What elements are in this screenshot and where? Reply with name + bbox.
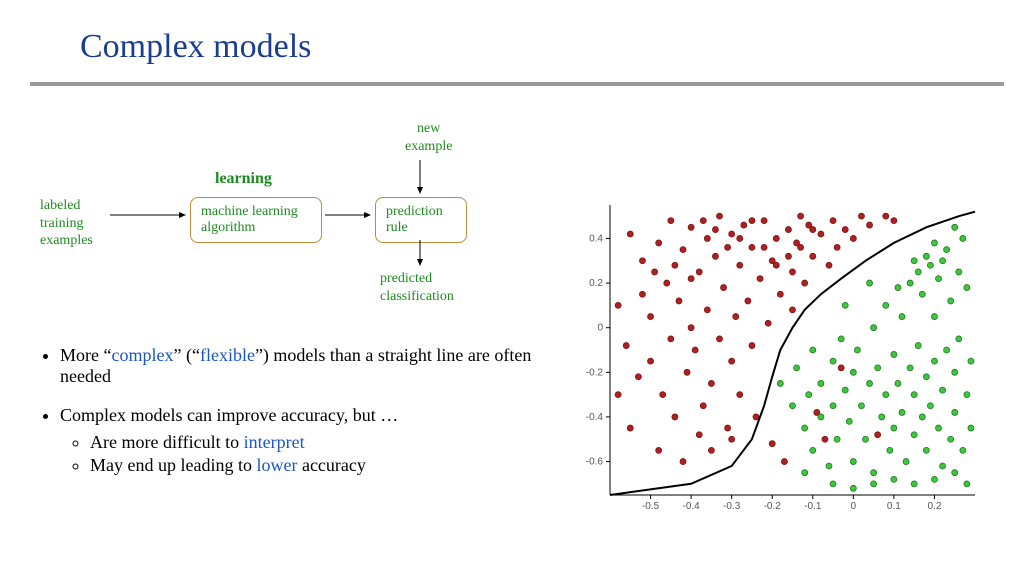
slide-title: Complex models [80,28,311,66]
sub-bullet-2: May end up leading to lower accuracy [90,455,540,476]
bullet-1: More “complex” (“flexible”) models than … [60,345,540,387]
svg-text:0.2: 0.2 [589,278,603,289]
svg-text:-0.4: -0.4 [586,412,604,423]
svg-text:0.1: 0.1 [887,501,901,512]
scatter-svg: -0.5 -0.4 -0.3 -0.2 -0.1 0 0.1 0.2 -0.6 -0.4 -0.2 0… [565,195,985,515]
svg-text:-0.6: -0.6 [586,457,604,468]
svg-text:-0.1: -0.1 [804,501,822,512]
svg-text:-0.3: -0.3 [723,501,741,512]
diagram-arrows [40,115,510,315]
svg-text:-0.5: -0.5 [642,501,660,512]
svg-text:-0.4: -0.4 [682,501,700,512]
svg-text:0.2: 0.2 [927,501,941,512]
svg-text:0: 0 [851,501,857,512]
sub-bullet-1: Are more difficult to interpret [90,432,540,453]
svg-text:0.4: 0.4 [589,233,603,244]
svg-text:0: 0 [597,323,603,334]
svg-text:-0.2: -0.2 [586,367,604,378]
bullet-2: Complex models can improve accuracy, but… [60,405,540,476]
scatter-plot: -0.5 -0.4 -0.3 -0.2 -0.1 0 0.1 0.2 -0.6 -0.4 -0.2 0… [565,195,985,515]
slide: Complex models learning labeled training… [0,0,1024,576]
title-rule [30,82,1004,86]
flow-diagram: learning labeled training examples machi… [40,115,510,315]
bullet-list: More “complex” (“flexible”) models than … [40,345,540,494]
svg-text:-0.2: -0.2 [764,501,782,512]
